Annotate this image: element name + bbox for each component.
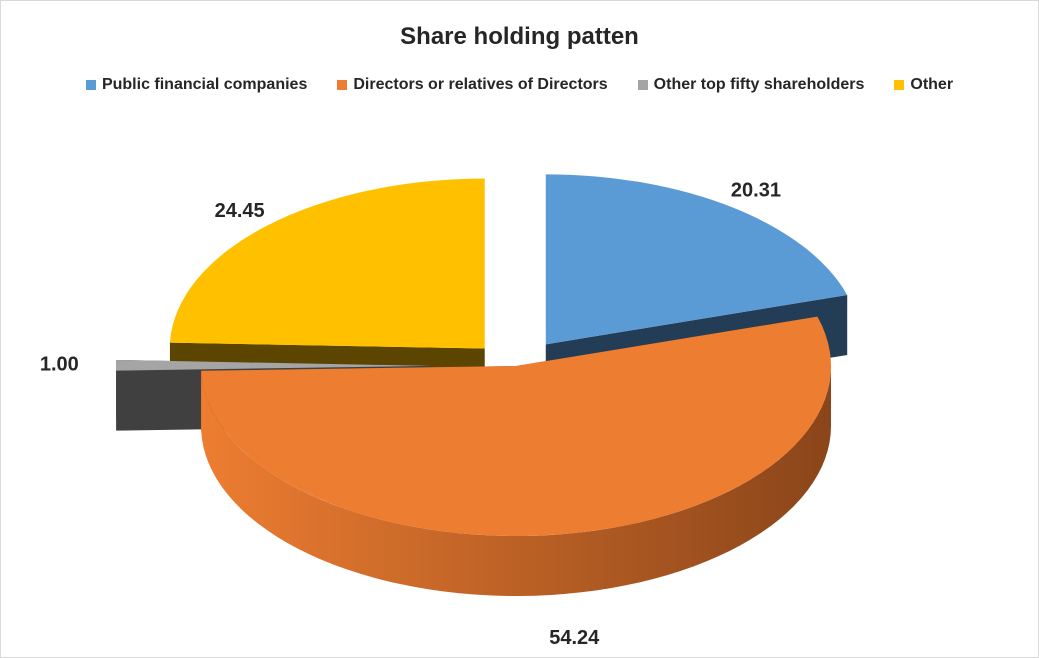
pie-slice-side-directors (201, 366, 831, 596)
legend-swatch-other (894, 80, 905, 90)
legend-label-directors: Directors or relatives of Directors (353, 76, 608, 93)
pie-slice-top-public-financial-companies (545, 174, 848, 345)
legend-entry-other: Other (894, 76, 953, 94)
pie-slice-top-other-top-fifty (116, 359, 432, 371)
pie-slice-directors (201, 316, 832, 596)
legend-label-other: Other (910, 76, 954, 93)
data-label-other: 24.45 (215, 200, 265, 222)
legend: Public financial companies Directors or … (1, 76, 1038, 94)
chart-title: Share holding patten (400, 23, 639, 50)
legend-entry-public-financial-companies: Public financial companies (85, 76, 308, 94)
legend-label-other-top-fifty: Other top fifty shareholders (653, 76, 865, 93)
legend-entry-directors: Directors or relatives of Directors (337, 76, 608, 94)
legend-label-public-financial-companies: Public financial companies (101, 76, 308, 93)
data-label-other-top-fifty: 1.00 (40, 354, 79, 376)
legend-swatch-other-top-fifty (637, 80, 648, 90)
legend-swatch-directors (337, 80, 348, 90)
legend-entry-other-top-fifty: Other top fifty shareholders (637, 76, 865, 94)
pie-slice-top-directors (201, 316, 832, 536)
legend-swatch-public-financial-companies (85, 80, 96, 90)
pie-slice-top-other (169, 178, 485, 349)
data-label-public-financial-companies: 20.31 (731, 180, 781, 202)
data-label-directors: 54.24 (549, 627, 600, 649)
